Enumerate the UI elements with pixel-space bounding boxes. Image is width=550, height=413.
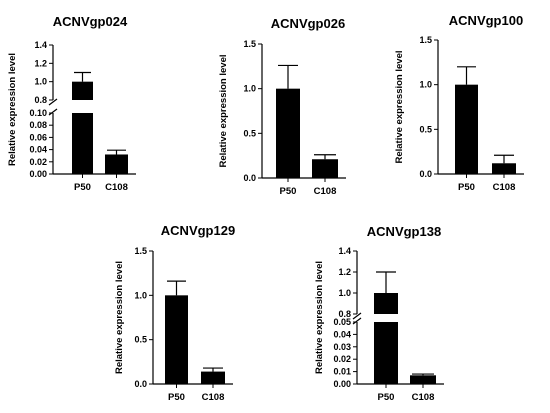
- y-tick-label: 0.02: [29, 157, 47, 167]
- y-tick-label: 0.10: [29, 108, 47, 118]
- y-tick-label: 1.0: [34, 77, 47, 87]
- y-tick-label: 1.0: [134, 290, 147, 300]
- y-tick-label: 0.03: [333, 342, 351, 352]
- bar-P50: [455, 84, 478, 174]
- y-tick-label: 0.8: [34, 95, 47, 105]
- y-tick-label: 1.0: [243, 84, 256, 94]
- y-tick-label: 0.0: [243, 173, 256, 183]
- bar-P50-upper: [72, 81, 93, 100]
- x-tick-label: P50: [168, 392, 185, 403]
- y-tick-label: 1.2: [338, 267, 351, 277]
- x-tick-label: C108: [314, 186, 337, 197]
- x-tick-label: P50: [458, 182, 475, 193]
- y-tick-label: 0.05: [333, 317, 351, 327]
- y-axis-label: Relative expression level: [114, 261, 125, 374]
- x-tick-label: C108: [202, 392, 225, 403]
- y-tick-label: 0.00: [333, 379, 351, 389]
- y-tick-label: 0.04: [333, 329, 351, 339]
- chart-ACNVgp129: ACNVgp129 Relative expression level 0.0 0.5…: [114, 223, 235, 403]
- bar-C108: [410, 375, 436, 384]
- y-tick-label: 1.4: [34, 40, 47, 50]
- bar-P50-upper: [374, 293, 398, 314]
- y-tick-label: 0.00: [29, 169, 47, 179]
- chart-ACNVgp024: ACNVgp024 Relative expression level 0.8 1.0…: [7, 14, 136, 193]
- y-tick-label: 1.0: [419, 80, 432, 90]
- chart-ACNVgp138: ACNVgp138 Relative expression level 0.8 1.0…: [314, 224, 444, 403]
- bar-P50: [165, 295, 188, 384]
- y-tick-label: 1.5: [243, 39, 256, 49]
- y-tick-label: 0.5: [134, 335, 147, 345]
- y-tick-label: 0.01: [333, 367, 351, 377]
- bar-P50: [374, 322, 398, 384]
- y-tick-label: 0.06: [29, 132, 47, 142]
- axis-break-mark: [352, 317, 362, 325]
- y-axis-label: Relative expression level: [7, 53, 18, 166]
- axis-break-mark: [352, 312, 362, 320]
- bar-P50: [276, 88, 300, 178]
- x-tick-label: P50: [378, 392, 395, 403]
- y-tick-label: 0.0: [419, 169, 432, 179]
- y-tick-label: 0.0: [134, 379, 147, 389]
- y-axis-label: Relative expression level: [394, 50, 405, 163]
- bar-C108: [312, 159, 338, 178]
- y-tick-label: 1.0: [338, 288, 351, 298]
- y-tick-label: 0.5: [243, 128, 256, 138]
- bar-P50: [72, 113, 93, 174]
- y-tick-label: 1.4: [338, 246, 351, 256]
- y-tick-label: 0.08: [29, 120, 47, 130]
- y-axis-label: Relative expression level: [314, 261, 325, 374]
- bar-C108: [492, 163, 516, 174]
- y-axis-label: Relative expression level: [218, 54, 229, 167]
- x-tick-label: C108: [412, 392, 435, 403]
- chart-title: ACNVgp129: [161, 223, 235, 238]
- chart-ACNVgp026: ACNVgp026 Relative expression level 0.0 0.5…: [218, 16, 346, 197]
- chart-title: ACNVgp024: [53, 14, 128, 29]
- chart-ACNVgp100: ACNVgp100 Relative expression level 0.0 0.5…: [394, 13, 524, 193]
- bar-C108: [105, 154, 128, 174]
- bar-C108: [201, 371, 225, 384]
- axis-break-mark: [48, 98, 58, 106]
- chart-title: ACNVgp026: [271, 16, 345, 31]
- y-tick-label: 0.8: [338, 309, 351, 319]
- axis-break-mark: [48, 108, 58, 116]
- y-tick-label: 0.02: [333, 354, 351, 364]
- chart-title: ACNVgp100: [449, 13, 523, 28]
- y-tick-label: 1.2: [34, 58, 47, 68]
- x-tick-label: P50: [74, 182, 91, 193]
- y-tick-label: 0.5: [419, 124, 432, 134]
- x-tick-label: C108: [105, 182, 128, 193]
- y-tick-label: 0.04: [29, 145, 47, 155]
- chart-title: ACNVgp138: [367, 224, 441, 239]
- x-tick-label: C108: [493, 182, 516, 193]
- y-tick-label: 1.5: [419, 35, 432, 45]
- y-tick-label: 1.5: [134, 246, 147, 256]
- x-tick-label: P50: [280, 186, 297, 197]
